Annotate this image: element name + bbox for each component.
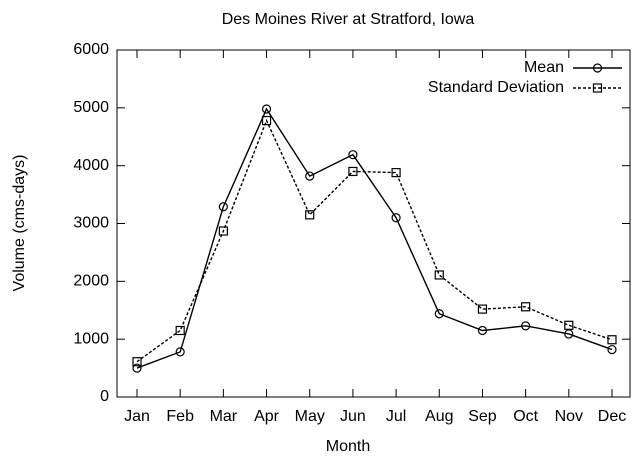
- marker: [521, 321, 531, 331]
- marker: [132, 357, 142, 367]
- x-tick-label: Jul: [386, 408, 406, 425]
- marker: [477, 325, 488, 336]
- marker: [348, 166, 358, 177]
- marker: [175, 325, 185, 336]
- x-tick-label: Feb: [166, 408, 194, 425]
- y-tick-label: 3000: [73, 215, 109, 232]
- legend-label: Mean: [524, 59, 564, 76]
- series-line: [136, 118, 613, 363]
- y-tick-label: 5000: [73, 99, 109, 116]
- marker: [218, 202, 228, 212]
- marker: [607, 335, 617, 345]
- marker: [564, 320, 574, 330]
- y-tick-label: 4000: [73, 157, 109, 174]
- x-tick-label: Oct: [513, 408, 538, 425]
- series-line: [136, 107, 613, 369]
- marker: [391, 168, 401, 178]
- y-tick-label: 0: [100, 388, 109, 405]
- marker: [261, 104, 272, 114]
- y-tick-label: 6000: [73, 41, 109, 58]
- x-tick-label: Nov: [555, 408, 583, 425]
- marker: [175, 347, 185, 357]
- legend-label: Standard Deviation: [428, 79, 564, 96]
- marker: [434, 270, 444, 280]
- x-tick-label: Dec: [598, 408, 626, 425]
- marker: [132, 363, 142, 373]
- x-axis-label: Month: [326, 438, 370, 455]
- marker: [348, 150, 358, 160]
- chart-title: Des Moines River at Stratford, Iowa: [222, 11, 475, 28]
- x-tick-label: Jan: [124, 408, 150, 425]
- plot-frame: [116, 49, 631, 398]
- marker: [261, 115, 272, 126]
- marker: [434, 309, 444, 319]
- marker: [391, 213, 401, 223]
- x-tick-label: Mar: [210, 408, 238, 425]
- marker: [521, 302, 531, 312]
- y-axis-label: Volume (cms-days): [11, 155, 28, 292]
- legend-marker: [592, 83, 603, 93]
- marker: [564, 329, 574, 339]
- x-tick-label: Apr: [254, 408, 280, 425]
- x-tick-label: May: [295, 408, 325, 425]
- marker: [477, 304, 488, 314]
- marker: [305, 210, 315, 220]
- x-tick-label: Aug: [425, 408, 453, 425]
- legend-marker: [592, 63, 603, 73]
- marker: [305, 171, 315, 181]
- y-tick-label: 2000: [73, 273, 109, 290]
- marker: [218, 226, 228, 236]
- x-tick-label: Jun: [340, 408, 366, 425]
- y-tick-label: 1000: [73, 330, 109, 347]
- x-tick-label: Sep: [468, 408, 497, 425]
- marker: [607, 344, 617, 355]
